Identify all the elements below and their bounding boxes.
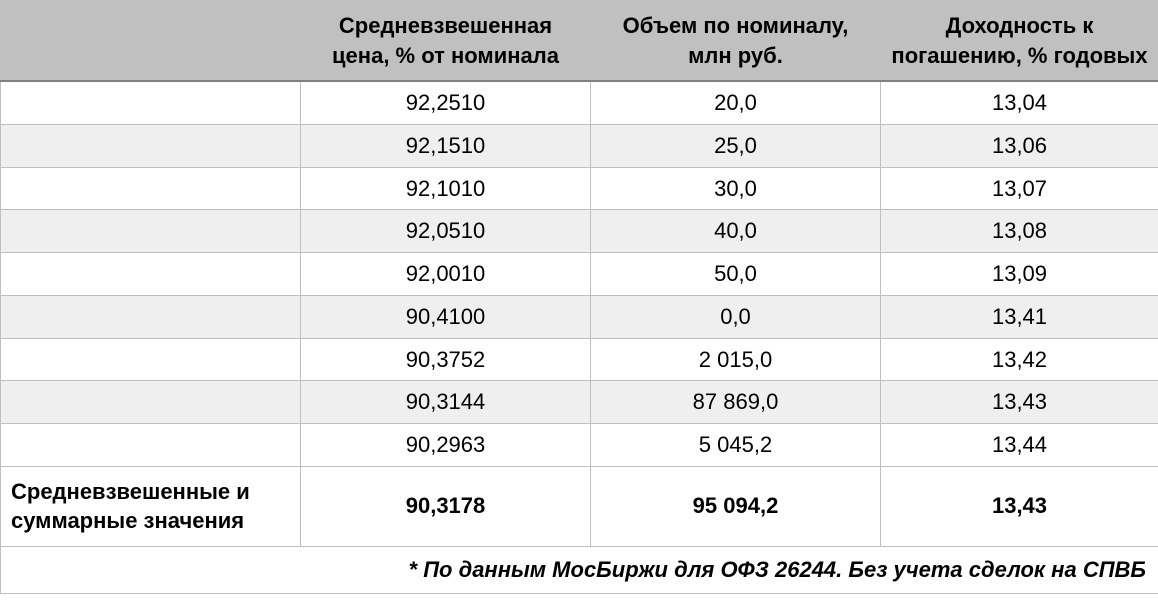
cell-volume: 87 869,0 (591, 381, 881, 424)
col-header-price: Средневзвешенная цена, % от номинала (301, 1, 591, 82)
cell-label (1, 423, 301, 466)
cell-yield: 13,43 (881, 381, 1158, 424)
cell-label (1, 253, 301, 296)
cell-yield: 13,04 (881, 81, 1158, 124)
cell-price: 92,2510 (301, 81, 591, 124)
cell-yield: 13,41 (881, 295, 1158, 338)
table-row: 92,0510 40,0 13,08 (1, 210, 1158, 253)
cell-label (1, 210, 301, 253)
footnote: * По данным МосБиржи для ОФЗ 26244. Без … (1, 546, 1158, 593)
cell-label (1, 338, 301, 381)
table-row: 90,4100 0,0 13,41 (1, 295, 1158, 338)
cell-price: 90,3752 (301, 338, 591, 381)
cell-volume: 20,0 (591, 81, 881, 124)
bond-data-table: Средневзвешенная цена, % от номинала Объ… (0, 0, 1158, 594)
cell-yield: 13,06 (881, 125, 1158, 168)
table-row: 92,0010 50,0 13,09 (1, 253, 1158, 296)
summary-row: Средневзвешенные и суммарные значения 90… (1, 466, 1158, 546)
col-header-blank (1, 1, 301, 82)
table-row: 90,2963 5 045,2 13,44 (1, 423, 1158, 466)
cell-label (1, 295, 301, 338)
cell-price: 92,0510 (301, 210, 591, 253)
cell-volume: 5 045,2 (591, 423, 881, 466)
cell-volume: 30,0 (591, 167, 881, 210)
table-row: 92,2510 20,0 13,04 (1, 81, 1158, 124)
cell-yield: 13,08 (881, 210, 1158, 253)
table-row: 90,3752 2 015,0 13,42 (1, 338, 1158, 381)
cell-yield: 13,44 (881, 423, 1158, 466)
cell-label (1, 125, 301, 168)
table-row: 92,1010 30,0 13,07 (1, 167, 1158, 210)
cell-price: 92,1010 (301, 167, 591, 210)
cell-yield: 13,42 (881, 338, 1158, 381)
cell-volume: 0,0 (591, 295, 881, 338)
cell-label (1, 381, 301, 424)
cell-volume: 25,0 (591, 125, 881, 168)
summary-yield: 13,43 (881, 466, 1158, 546)
summary-label: Средневзвешенные и суммарные значения (1, 466, 301, 546)
col-header-yield: Доходность к погашению, % годовых (881, 1, 1158, 82)
summary-price: 90,3178 (301, 466, 591, 546)
cell-volume: 40,0 (591, 210, 881, 253)
table-header: Средневзвешенная цена, % от номинала Объ… (1, 1, 1158, 82)
cell-volume: 50,0 (591, 253, 881, 296)
cell-yield: 13,09 (881, 253, 1158, 296)
cell-price: 92,0010 (301, 253, 591, 296)
cell-label (1, 81, 301, 124)
cell-price: 90,3144 (301, 381, 591, 424)
cell-label (1, 167, 301, 210)
table-row: 92,1510 25,0 13,06 (1, 125, 1158, 168)
table-row: 90,3144 87 869,0 13,43 (1, 381, 1158, 424)
cell-price: 90,2963 (301, 423, 591, 466)
col-header-volume: Объем по номиналу, млн руб. (591, 1, 881, 82)
cell-volume: 2 015,0 (591, 338, 881, 381)
summary-volume: 95 094,2 (591, 466, 881, 546)
table-body: 92,2510 20,0 13,04 92,1510 25,0 13,06 92… (1, 81, 1158, 546)
cell-yield: 13,07 (881, 167, 1158, 210)
cell-price: 90,4100 (301, 295, 591, 338)
cell-price: 92,1510 (301, 125, 591, 168)
